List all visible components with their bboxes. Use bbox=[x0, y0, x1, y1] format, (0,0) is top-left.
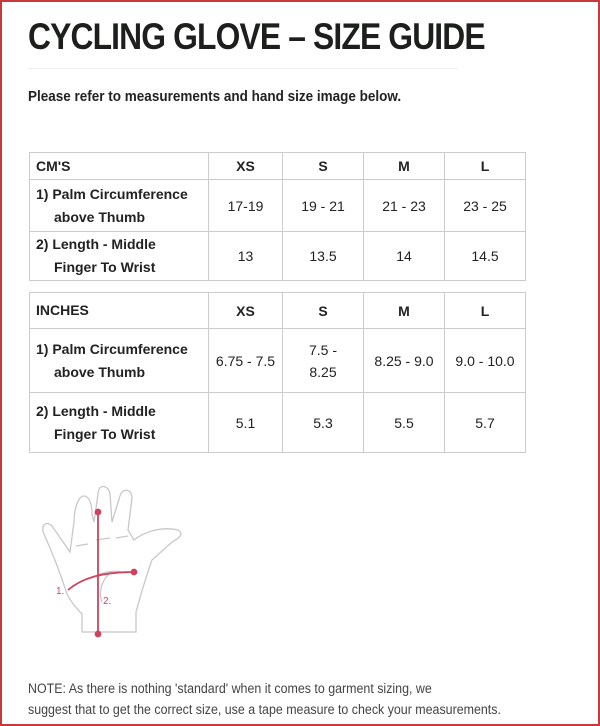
header-cell: L bbox=[444, 292, 526, 329]
header-cell: L bbox=[444, 152, 526, 180]
note-line: suggest that to get the correct size, us… bbox=[28, 702, 501, 717]
table-row: 1) Palm Circumference above Thumb 6.75 - … bbox=[29, 328, 526, 393]
cell: 14.5 bbox=[444, 231, 526, 281]
table-header-row: CM'S XS S M L bbox=[29, 152, 526, 180]
cell: 13 bbox=[208, 231, 283, 281]
cell: 21 - 23 bbox=[363, 179, 445, 232]
table-row: 1) Palm Circumference above Thumb 17-19 1… bbox=[29, 179, 526, 232]
header-cell: S bbox=[282, 152, 364, 180]
cell: 5.5 bbox=[363, 392, 445, 453]
cell: 9.0 - 10.0 bbox=[444, 328, 526, 393]
cell: 8.25 - 9.0 bbox=[363, 328, 445, 393]
hand-measurement-diagram: 1. 2. bbox=[42, 485, 182, 638]
cell: 5.3 bbox=[282, 392, 364, 453]
cell: 23 - 25 bbox=[444, 179, 526, 232]
table-row: 2) Length - Middle Finger To Wrist 13 13.… bbox=[29, 231, 526, 281]
header-cell: INCHES bbox=[29, 292, 209, 329]
table-header-row: INCHES XS S M L bbox=[29, 292, 526, 329]
cm-size-table: CM'S XS S M L 1) Palm Circumference above… bbox=[29, 152, 526, 281]
header-cell: CM'S bbox=[29, 152, 209, 180]
row-label: 1) Palm Circumference above Thumb bbox=[29, 179, 209, 232]
cell: 17-19 bbox=[208, 179, 283, 232]
row-label: 2) Length - Middle Finger To Wrist bbox=[29, 231, 209, 281]
cell: 13.5 bbox=[282, 231, 364, 281]
cell: 5.7 bbox=[444, 392, 526, 453]
note-line: NOTE: As there is nothing 'standard' whe… bbox=[28, 681, 432, 696]
page-title: CYCLING GLOVE – SIZE GUIDE bbox=[28, 16, 486, 57]
header-cell: XS bbox=[208, 292, 283, 329]
inch-size-table: INCHES XS S M L 1) Palm Circumference abo… bbox=[29, 292, 526, 453]
divider bbox=[28, 68, 458, 69]
measure-label-1: 1. bbox=[56, 586, 64, 597]
cell: 14 bbox=[363, 231, 445, 281]
cell: 7.5 - 8.25 bbox=[282, 328, 364, 393]
intro-text: Please refer to measurements and hand si… bbox=[28, 88, 402, 105]
hand-outline-icon bbox=[42, 485, 182, 633]
header-cell: M bbox=[363, 152, 445, 180]
row-label: 2) Length - Middle Finger To Wrist bbox=[29, 392, 209, 453]
table-row: 2) Length - Middle Finger To Wrist 5.1 5.… bbox=[29, 392, 526, 453]
header-cell: M bbox=[363, 292, 445, 329]
measure-label-2: 2. bbox=[103, 596, 111, 607]
cell: 5.1 bbox=[208, 392, 283, 453]
header-cell: S bbox=[282, 292, 364, 329]
header-cell: XS bbox=[208, 152, 283, 180]
cell: 19 - 21 bbox=[282, 179, 364, 232]
sizing-note: NOTE: As there is nothing 'standard' whe… bbox=[28, 678, 501, 720]
cell: 6.75 - 7.5 bbox=[208, 328, 283, 393]
row-label: 1) Palm Circumference above Thumb bbox=[29, 328, 209, 393]
